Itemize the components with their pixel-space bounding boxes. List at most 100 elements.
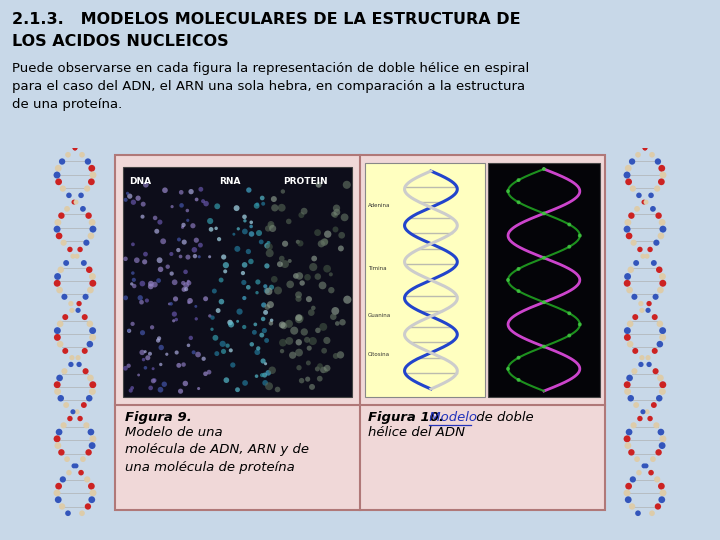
Point (137, 212, 148, 221)
Point (220, 267, 231, 276)
Point (284, 280, 296, 289)
Point (330, 352, 341, 360)
Point (656, 178, 667, 186)
Point (183, 341, 194, 350)
Point (294, 314, 306, 323)
Point (657, 435, 669, 443)
Point (321, 265, 333, 273)
Text: Figura 10.: Figura 10. (368, 411, 444, 424)
Point (127, 320, 138, 328)
Point (207, 313, 218, 322)
Point (290, 272, 302, 280)
Point (253, 229, 265, 238)
Point (657, 441, 668, 450)
Point (58, 367, 70, 375)
Point (256, 238, 267, 246)
Point (331, 208, 343, 217)
Point (140, 363, 151, 372)
Point (57, 184, 68, 193)
Point (623, 178, 634, 186)
Point (260, 360, 271, 368)
Point (653, 211, 665, 220)
Point (654, 320, 665, 328)
Point (264, 249, 276, 258)
Point (79, 313, 91, 321)
Point (246, 230, 257, 238)
Point (621, 489, 633, 497)
Text: Guanina: Guanina (368, 313, 391, 318)
Point (136, 298, 148, 307)
Point (651, 238, 662, 247)
Point (145, 282, 156, 291)
Point (231, 204, 243, 212)
Point (622, 441, 634, 450)
Point (303, 295, 315, 303)
Point (55, 211, 67, 220)
Point (657, 333, 668, 342)
Point (292, 238, 304, 246)
Point (293, 315, 305, 323)
Point (261, 241, 273, 250)
Point (183, 279, 194, 287)
Point (633, 191, 644, 200)
Point (62, 151, 73, 159)
Point (155, 360, 166, 369)
Point (243, 247, 254, 256)
Point (652, 157, 664, 166)
Point (328, 210, 340, 219)
Point (277, 339, 289, 347)
Point (239, 379, 251, 387)
Point (267, 224, 279, 233)
Point (148, 376, 159, 385)
Point (193, 384, 204, 393)
Point (642, 353, 654, 362)
Point (647, 455, 659, 463)
Point (263, 239, 274, 247)
Point (191, 195, 202, 204)
Point (330, 204, 342, 212)
Point (168, 310, 180, 319)
Point (54, 374, 66, 382)
Point (83, 448, 94, 457)
Point (647, 509, 658, 517)
Point (626, 448, 637, 457)
Point (654, 340, 665, 348)
Point (148, 364, 159, 373)
Point (76, 468, 87, 477)
Point (621, 333, 633, 342)
Point (51, 489, 63, 497)
Point (175, 387, 186, 395)
Point (307, 303, 319, 312)
Point (312, 364, 323, 373)
Point (149, 214, 161, 222)
Point (67, 408, 78, 416)
Point (642, 408, 653, 416)
Point (60, 259, 72, 267)
Point (261, 303, 273, 312)
Point (200, 294, 212, 303)
Point (314, 374, 325, 383)
Point (61, 455, 73, 463)
Point (131, 256, 143, 265)
Point (51, 279, 63, 288)
Point (54, 286, 66, 294)
Point (287, 351, 298, 360)
Point (649, 347, 660, 355)
Point (69, 144, 81, 152)
Point (123, 361, 135, 370)
Point (258, 371, 270, 380)
Point (178, 285, 189, 294)
Point (253, 344, 264, 353)
Point (170, 295, 181, 303)
Point (629, 367, 640, 375)
Point (245, 257, 256, 266)
Point (232, 386, 243, 394)
Point (66, 353, 78, 362)
Point (636, 353, 648, 362)
Point (632, 151, 644, 159)
Point (126, 280, 138, 288)
Point (631, 455, 643, 463)
Point (261, 286, 272, 295)
Point (276, 204, 287, 212)
Point (123, 326, 135, 335)
